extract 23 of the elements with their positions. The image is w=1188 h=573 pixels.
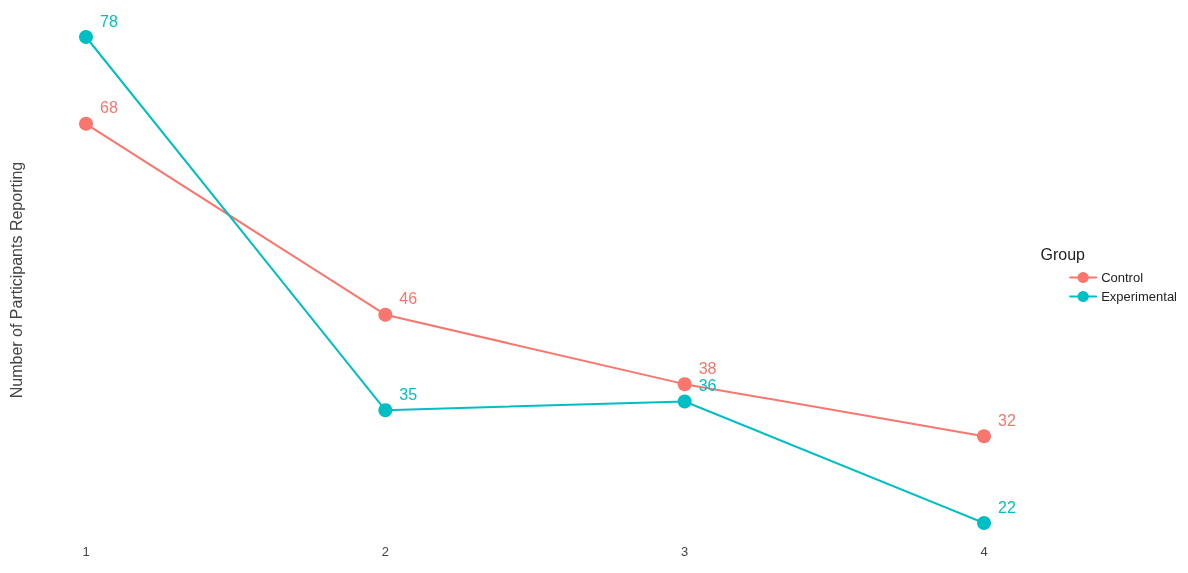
point: [977, 516, 991, 530]
x-tick-label: 2: [381, 544, 389, 559]
data-label: 68: [100, 99, 118, 117]
point: [677, 377, 692, 392]
point: [79, 116, 93, 131]
legend-label: Experimental: [1101, 289, 1178, 304]
y-axis-title: Number of Participants Reporting: [7, 161, 25, 399]
x-tick-label: 3: [681, 544, 689, 559]
legend-label: Control: [1101, 270, 1144, 285]
point: [378, 403, 393, 418]
x-tick-label: 4: [980, 544, 988, 559]
data-label: 32: [998, 411, 1016, 429]
data-label: 22: [998, 498, 1016, 516]
point: [378, 307, 393, 322]
data-label: 46: [399, 290, 418, 308]
data-label: 35: [399, 385, 418, 403]
x-tick-label: 1: [82, 544, 90, 559]
point: [977, 429, 991, 444]
legend-title: Group: [1040, 245, 1086, 263]
data-label: 78: [100, 12, 118, 30]
point: [79, 30, 93, 44]
point: [677, 394, 692, 409]
data-label: 38: [698, 359, 717, 377]
